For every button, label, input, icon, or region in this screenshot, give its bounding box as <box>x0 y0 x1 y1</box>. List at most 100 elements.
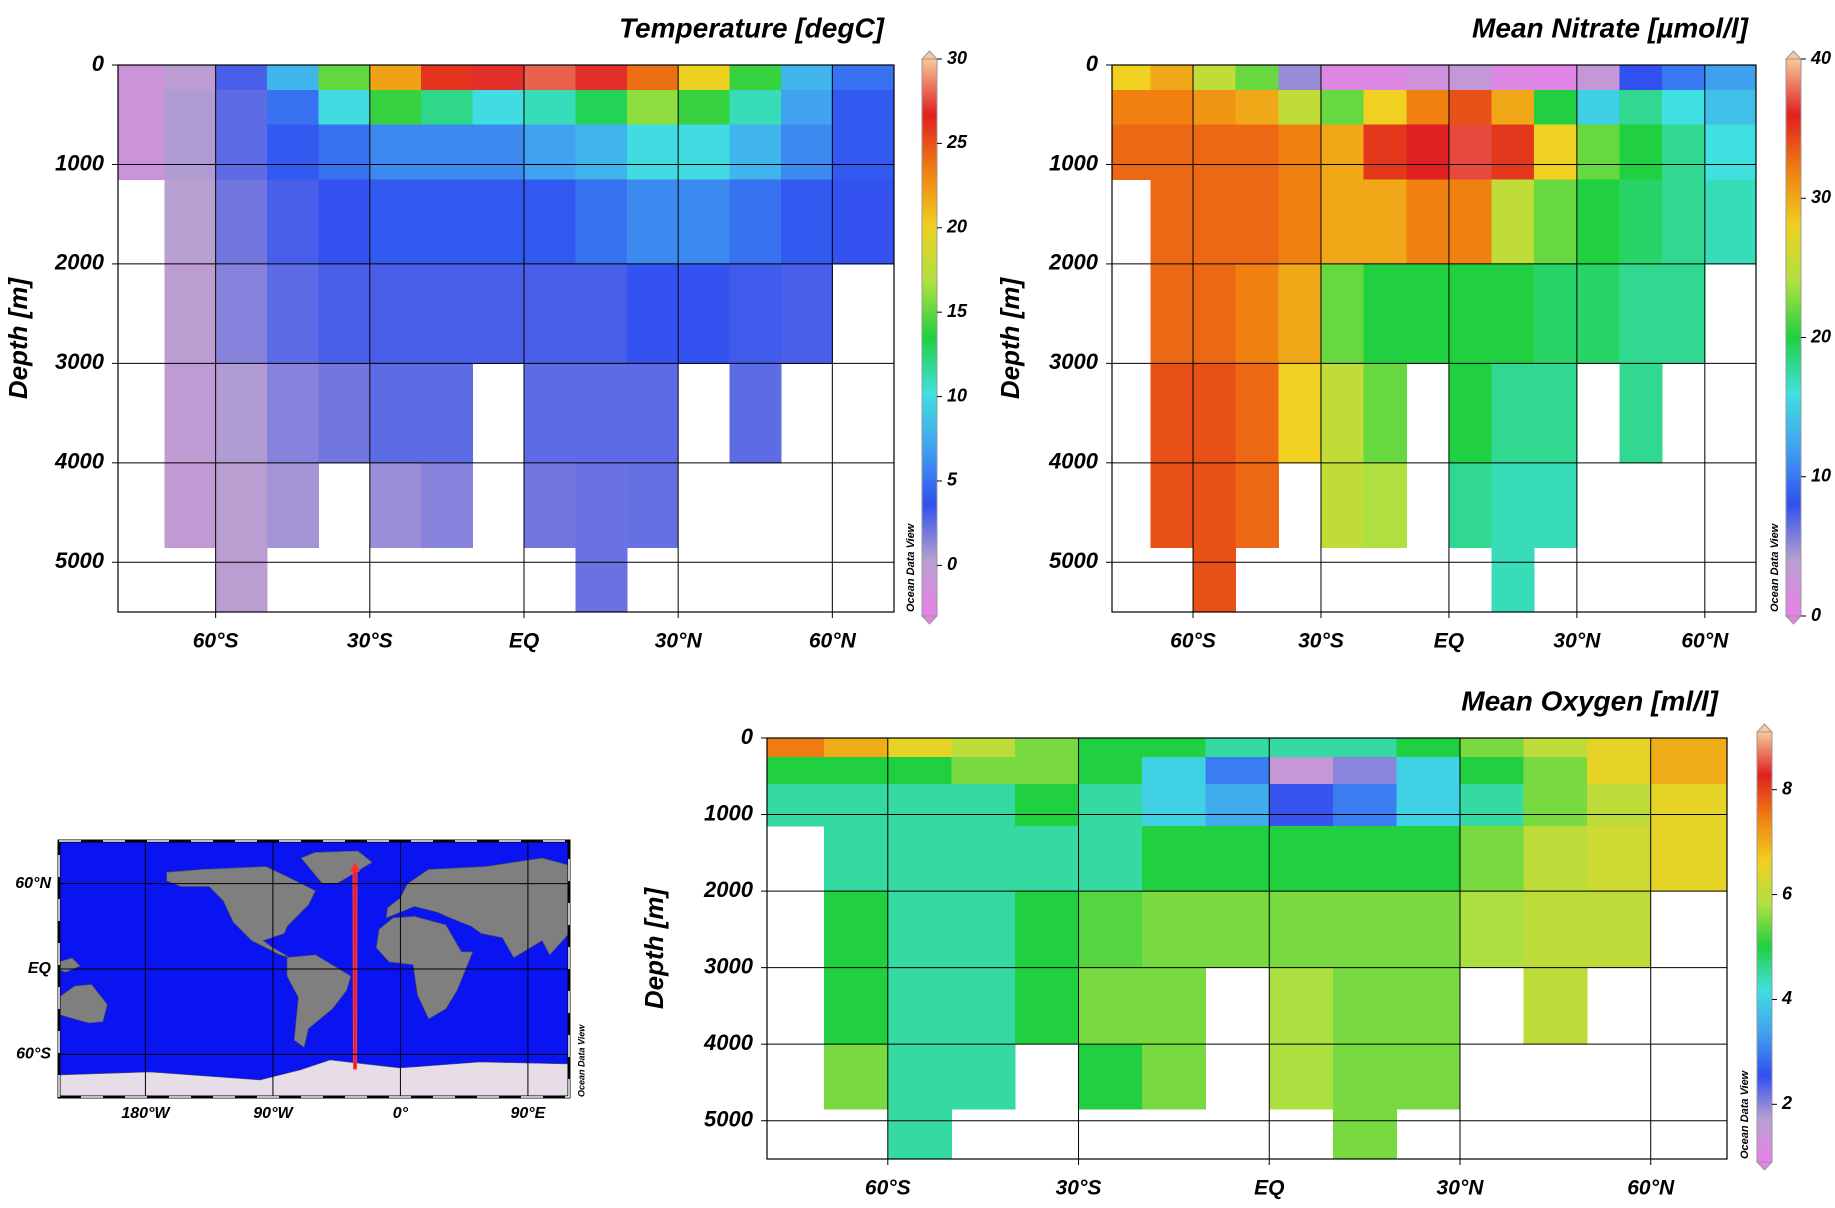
cell <box>472 89 525 126</box>
cell <box>729 263 782 364</box>
cell <box>1332 783 1397 827</box>
cell <box>267 124 319 180</box>
cell <box>1078 738 1143 758</box>
cell <box>1320 462 1365 548</box>
colorbar-tick-label: 5 <box>947 470 958 490</box>
cell <box>824 826 889 892</box>
cell <box>1269 1044 1334 1110</box>
watermark: Ocean Data View <box>1739 1069 1751 1159</box>
colorbar-cap <box>1755 1161 1774 1171</box>
cell <box>1078 757 1143 785</box>
cell <box>1193 363 1237 464</box>
cell <box>1576 89 1621 126</box>
cell <box>118 65 165 91</box>
cell <box>1406 179 1450 265</box>
colorbar-tick-label: 30 <box>1811 187 1831 207</box>
cell <box>1587 826 1652 892</box>
cell <box>1235 65 1279 91</box>
cell <box>369 124 422 180</box>
cell <box>1332 757 1397 785</box>
cell <box>1396 783 1461 827</box>
cell <box>1193 462 1237 548</box>
cell <box>318 263 371 364</box>
plot-frame <box>1111 64 1757 613</box>
cell <box>1269 738 1334 758</box>
cell <box>767 738 825 758</box>
x-tick-label: 30°S <box>1056 1177 1102 1200</box>
cell <box>1014 826 1080 892</box>
cell <box>1363 179 1407 265</box>
cell <box>780 124 833 180</box>
cell <box>1704 179 1757 265</box>
cell <box>1150 363 1194 464</box>
cell <box>1320 89 1365 126</box>
cell <box>575 179 628 265</box>
cell <box>1704 65 1757 91</box>
cell <box>1112 124 1151 180</box>
y-axis-label: Depth [m] <box>3 277 33 400</box>
cell <box>1459 891 1525 969</box>
cell <box>1459 738 1525 758</box>
y-tick-label: 2000 <box>1048 250 1099 275</box>
x-tick-label: 60°N <box>1681 630 1729 653</box>
cell <box>318 89 371 126</box>
cell <box>472 179 525 265</box>
cell <box>1534 65 1578 91</box>
cell <box>951 967 1016 1045</box>
cell <box>215 363 268 464</box>
x-tick-label: 60°S <box>865 1177 911 1200</box>
cell <box>887 891 952 969</box>
cell <box>824 891 889 969</box>
y-tick-label: 4000 <box>54 449 105 474</box>
cell <box>832 89 895 126</box>
cell <box>1396 891 1461 969</box>
cell <box>1619 263 1663 364</box>
colorbar-cap <box>1755 723 1774 733</box>
cell <box>215 462 268 548</box>
cell <box>1193 263 1237 364</box>
cell <box>887 1044 952 1110</box>
y-tick-label: 3000 <box>704 953 754 978</box>
cell <box>215 124 268 180</box>
cell <box>1235 263 1279 364</box>
cell <box>523 65 576 91</box>
cell <box>1332 738 1397 758</box>
colorbar-tick-label: 20 <box>1810 326 1831 346</box>
cell <box>626 89 679 126</box>
cell <box>729 179 782 265</box>
colorbar <box>1785 58 1802 617</box>
cell <box>1235 363 1279 464</box>
cell <box>1320 263 1365 364</box>
cell <box>1491 89 1535 126</box>
cell <box>1332 1044 1397 1110</box>
section-field <box>767 738 1728 1160</box>
cell <box>824 738 889 758</box>
cell <box>824 1044 889 1110</box>
cell <box>1014 891 1080 969</box>
cell <box>1534 89 1578 126</box>
x-tick-label: 90°W <box>253 1105 294 1122</box>
cell <box>575 263 628 364</box>
cell <box>215 547 268 613</box>
cell <box>1150 462 1194 548</box>
cell <box>523 462 576 548</box>
y-axis-label: Depth [m] <box>639 887 669 1010</box>
x-tick-label: 180°W <box>121 1105 171 1122</box>
cell <box>215 65 268 91</box>
cell <box>215 263 268 364</box>
cell <box>1619 124 1663 180</box>
cell <box>1269 967 1334 1045</box>
cell <box>421 179 474 265</box>
cell <box>1619 363 1663 464</box>
cell <box>1269 891 1334 969</box>
cell <box>1320 179 1365 265</box>
cell <box>1523 738 1588 758</box>
cell <box>887 826 952 892</box>
cell <box>1448 65 1493 91</box>
cell <box>1534 363 1578 464</box>
cell <box>164 124 217 180</box>
x-tick-label: 30°N <box>1553 630 1601 653</box>
track-arrow <box>350 862 360 872</box>
cell <box>1269 783 1334 827</box>
cell <box>1523 891 1588 969</box>
